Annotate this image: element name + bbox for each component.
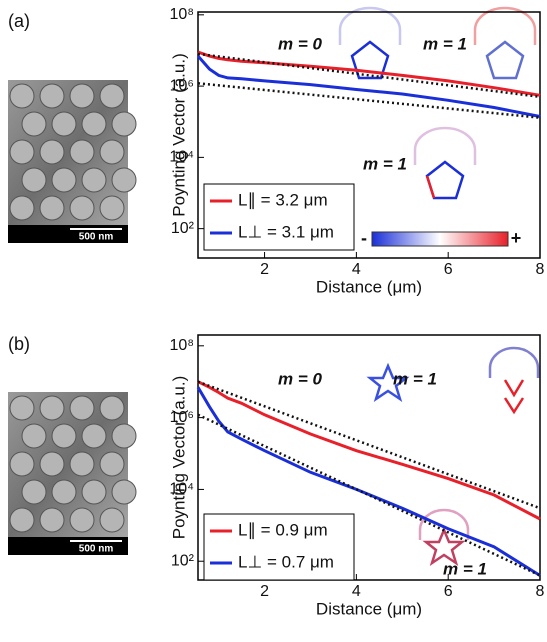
x-axis-label: Distance (μm) <box>316 277 422 296</box>
y-tick-label: 10² <box>171 552 195 569</box>
x-tick-label: 2 <box>260 261 269 278</box>
sem-particle <box>21 111 47 137</box>
fit-line <box>197 380 541 510</box>
x-tick-label: 8 <box>536 261 545 278</box>
panel-label: (a) <box>8 11 30 31</box>
mode-label: m = 0 <box>278 34 322 53</box>
sem-particle <box>69 83 95 109</box>
mode-inset <box>366 346 540 566</box>
legend-label: L⊥ = 0.7 μm <box>238 552 334 571</box>
sem-particle <box>39 195 65 221</box>
sem-particle <box>69 507 95 533</box>
sem-particle <box>111 111 137 137</box>
sem-particle <box>51 111 77 137</box>
legend-box <box>203 183 355 251</box>
data-line <box>196 55 541 118</box>
sem-particle <box>9 395 35 421</box>
sem-particle <box>51 423 77 449</box>
mode-label: m = 1 <box>363 154 407 173</box>
data-line <box>197 380 541 521</box>
sem-particle <box>111 167 137 193</box>
x-tick-label: 6 <box>444 583 453 600</box>
sem-particle <box>9 507 35 533</box>
scale-bar-label: 500 nm <box>79 544 114 555</box>
sem-particle <box>21 167 47 193</box>
x-tick-label: 4 <box>352 583 361 600</box>
sem-particle <box>81 479 107 505</box>
legend-label: L∥ = 0.9 μm <box>238 520 328 539</box>
colorbar <box>371 231 509 247</box>
y-tick-label: 10⁸ <box>169 337 194 354</box>
sem-particle <box>39 139 65 165</box>
legend-label: L⊥ = 3.1 μm <box>238 222 334 241</box>
y-tick-label: 10⁴ <box>169 149 194 166</box>
sem-particle <box>21 423 47 449</box>
x-tick-label: 8 <box>536 583 545 600</box>
sem-particle <box>99 83 125 109</box>
y-tick-label: 10⁶ <box>170 77 194 94</box>
x-tick-label: 6 <box>444 261 453 278</box>
mode-label: m = 0 <box>278 369 322 388</box>
colorbar-label: - <box>361 228 367 248</box>
fit-line <box>197 82 541 119</box>
panel-label: (b) <box>8 334 30 354</box>
legend-label: L∥ = 3.2 μm <box>238 190 328 209</box>
plot-frame <box>197 11 541 259</box>
sem-particle <box>81 111 107 137</box>
sem-particle <box>9 195 35 221</box>
sem-particle <box>99 451 125 477</box>
sem-particle <box>69 139 95 165</box>
sem-particle <box>111 423 137 449</box>
scale-bar-label: 500 nm <box>79 232 114 243</box>
sem-particle <box>39 451 65 477</box>
y-tick-label: 10⁴ <box>169 481 194 498</box>
sem-particle <box>39 507 65 533</box>
mode-inset <box>338 6 537 200</box>
x-tick-label: 4 <box>352 261 361 278</box>
sem-particle <box>99 195 125 221</box>
sem-particle <box>9 83 35 109</box>
sem-particle <box>39 83 65 109</box>
y-tick-label: 10⁸ <box>169 6 194 23</box>
sem-particle <box>9 451 35 477</box>
sem-particle <box>81 423 107 449</box>
y-axis-label: Poynting Vector (a.u.) <box>169 53 188 216</box>
x-tick-label: 2 <box>260 583 269 600</box>
mode-label: m = 1 <box>443 559 487 578</box>
y-tick-label: 10² <box>171 220 195 237</box>
sem-particle <box>69 195 95 221</box>
sem-particle <box>81 167 107 193</box>
sem-particle <box>69 451 95 477</box>
colorbar-label: + <box>511 228 522 248</box>
sem-particle <box>99 139 125 165</box>
y-tick-label: 10⁶ <box>170 409 194 426</box>
sem-particle <box>21 479 47 505</box>
plot-frame <box>197 334 541 581</box>
y-axis-label: Poynting Vector (a.u.) <box>169 376 188 539</box>
sem-particle <box>111 479 137 505</box>
legend-box <box>203 513 355 581</box>
mode-label: m = 1 <box>423 34 467 53</box>
sem-particle <box>39 395 65 421</box>
data-line <box>196 386 541 577</box>
sem-particle <box>9 139 35 165</box>
mode-label: m = 1 <box>393 369 437 388</box>
sem-particle <box>51 479 77 505</box>
sem-particle <box>99 395 125 421</box>
x-axis-label: Distance (μm) <box>316 599 422 618</box>
sem-particle <box>99 507 125 533</box>
sem-particle <box>69 395 95 421</box>
sem-particle <box>51 167 77 193</box>
